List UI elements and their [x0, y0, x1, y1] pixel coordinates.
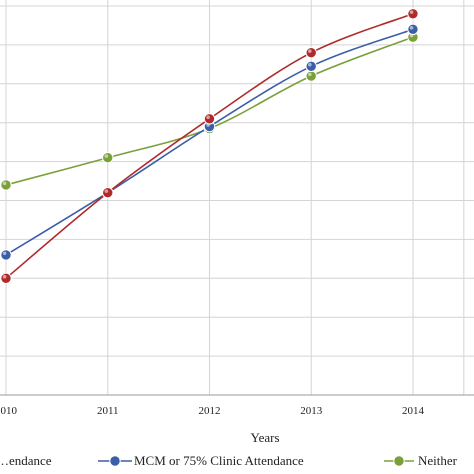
data-point	[305, 70, 317, 82]
data-point	[305, 60, 317, 72]
x-tick-label: 2014	[402, 405, 425, 417]
x-tick-labels: 2010 2011 2012 2013 2014	[0, 405, 424, 417]
x-tick-label: 2011	[97, 405, 119, 417]
data-point-highlight	[409, 10, 414, 14]
legend-label: …endance	[0, 453, 52, 468]
data-point	[102, 152, 114, 164]
data-point-highlight	[308, 72, 312, 77]
data-point	[0, 179, 12, 191]
legend-label: Neither	[418, 453, 458, 468]
x-tick-label: 2013	[300, 405, 323, 417]
data-point-highlight	[104, 154, 109, 158]
data-point	[0, 272, 12, 284]
legend-swatch-marker	[109, 455, 121, 467]
data-point-highlight	[308, 62, 312, 67]
data-point	[102, 187, 114, 199]
grid-lines	[0, 0, 474, 396]
data-point	[203, 113, 216, 125]
data-point-highlight	[2, 181, 7, 186]
data-point	[407, 8, 419, 20]
data-point-highlight	[308, 49, 312, 53]
x-axis-title: Years	[250, 430, 279, 445]
data-point-highlight	[104, 189, 109, 193]
legend: …endance MCM or 75% Clinic Attendance Neit…	[0, 453, 458, 468]
legend-label: MCM or 75% Clinic Attendance	[134, 453, 304, 468]
data-point-highlight	[2, 251, 7, 256]
data-point	[0, 249, 12, 261]
x-tick-label: 2012	[198, 405, 220, 417]
data-point-highlight	[409, 25, 414, 30]
data-point-highlight	[206, 115, 210, 120]
series-markers	[0, 8, 419, 284]
data-point	[407, 23, 419, 36]
legend-swatch-marker	[393, 455, 405, 467]
x-tick-label: 2010	[0, 405, 18, 417]
data-point-highlight	[2, 274, 7, 279]
data-point	[305, 46, 317, 59]
